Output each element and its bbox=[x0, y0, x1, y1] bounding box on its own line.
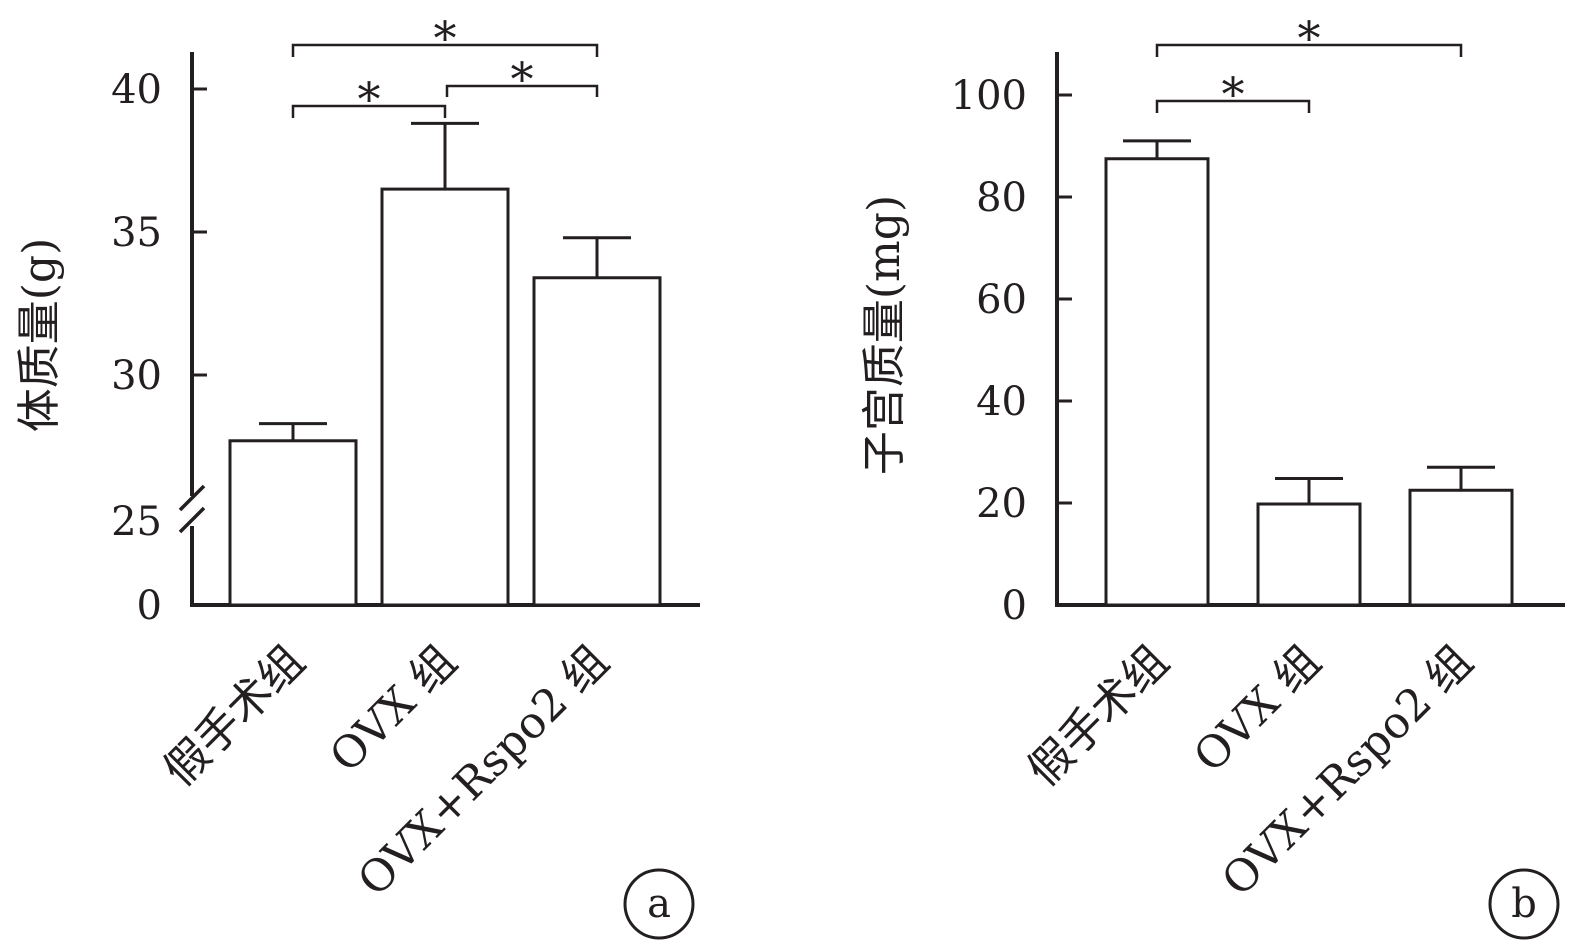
panel-letter-circle bbox=[1488, 868, 1560, 940]
y-tick-label: 25 bbox=[111, 499, 162, 545]
bar bbox=[228, 439, 358, 607]
y-tick-label: 20 bbox=[976, 481, 1027, 527]
significance-bracket bbox=[445, 84, 599, 97]
y-tick-label: 35 bbox=[111, 210, 162, 256]
y-tick-label: 40 bbox=[111, 67, 162, 113]
bar bbox=[1408, 488, 1514, 607]
bar bbox=[532, 276, 662, 607]
bar bbox=[1256, 502, 1362, 607]
x-category-label: 假手术组 bbox=[1018, 636, 1179, 797]
y-tick-label: 0 bbox=[137, 583, 162, 629]
significance-star: * bbox=[1222, 67, 1245, 121]
y-tick-label: 0 bbox=[1002, 583, 1027, 629]
y-tick-label: 30 bbox=[111, 353, 162, 399]
significance-bracket bbox=[291, 43, 599, 57]
significance-star: * bbox=[1298, 11, 1321, 65]
y-tick-label: 100 bbox=[951, 73, 1027, 119]
panel-letter-circle bbox=[623, 868, 695, 940]
panel-letter: a bbox=[647, 881, 671, 927]
bar bbox=[1104, 157, 1210, 607]
y-tick-label: 40 bbox=[976, 379, 1027, 425]
x-category-label: 假手术组 bbox=[154, 636, 315, 797]
panel-letter: b bbox=[1511, 881, 1537, 927]
significance-bracket bbox=[1155, 99, 1311, 113]
x-category-label: OVX 组 bbox=[320, 636, 467, 783]
y-axis-title: 子宫质量(mg) bbox=[859, 195, 910, 475]
significance-bracket bbox=[291, 104, 447, 118]
y-axis-title: 体质量(g) bbox=[14, 238, 65, 433]
y-tick-label: 60 bbox=[976, 277, 1027, 323]
significance-bracket bbox=[1155, 43, 1463, 57]
x-category-label: OVX 组 bbox=[1184, 636, 1331, 783]
significance-star: * bbox=[434, 11, 457, 65]
y-tick-label: 80 bbox=[976, 175, 1027, 221]
significance-star: * bbox=[511, 52, 534, 106]
y-axis-break-mark bbox=[178, 484, 206, 512]
significance-star: * bbox=[358, 72, 381, 126]
y-axis-break-mark bbox=[178, 506, 206, 534]
bar bbox=[380, 187, 510, 607]
